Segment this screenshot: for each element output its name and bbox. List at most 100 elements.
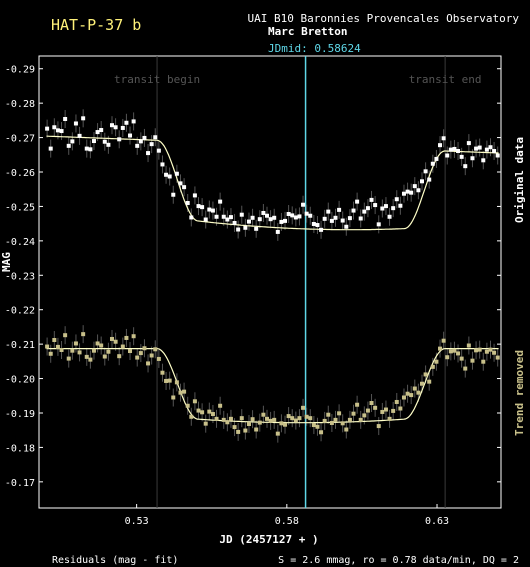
trend-point: [160, 370, 165, 375]
trend-point: [347, 417, 352, 422]
y-tick-label: -0.25: [5, 202, 35, 213]
jdmid-label: JDmid: 0.58624: [268, 42, 361, 55]
original-point: [138, 139, 143, 144]
original-point: [167, 174, 172, 179]
trend-point: [438, 346, 443, 351]
trend-point: [153, 347, 158, 352]
original-point: [283, 218, 288, 223]
original-point: [48, 146, 53, 151]
trend-point: [192, 399, 197, 404]
original-point: [239, 212, 244, 217]
original-point: [171, 192, 176, 197]
trend-point: [365, 408, 370, 413]
trend-point: [164, 378, 169, 383]
original-point: [178, 181, 183, 186]
original-point: [322, 216, 327, 221]
trend-point: [290, 416, 295, 421]
original-point: [70, 139, 75, 144]
original-point: [146, 151, 151, 156]
trend-point: [376, 424, 381, 429]
trend-point: [319, 430, 324, 435]
original-point: [135, 143, 140, 148]
original-point: [492, 149, 497, 154]
original-point: [430, 161, 435, 166]
original-point: [344, 224, 349, 229]
trend-point: [203, 421, 208, 426]
original-point: [405, 189, 410, 194]
trend-point: [128, 349, 133, 354]
trend-point: [304, 414, 309, 419]
trend-point: [99, 343, 104, 348]
trend-point: [77, 350, 82, 355]
trend-point: [329, 420, 334, 425]
original-point: [218, 199, 223, 204]
trend-point: [423, 372, 428, 377]
original-point: [438, 143, 443, 148]
trend-point: [293, 418, 298, 423]
trend-point: [59, 347, 64, 352]
trend-point: [81, 332, 86, 337]
trend-point: [430, 364, 435, 369]
original-point: [59, 129, 64, 134]
original-point: [88, 147, 93, 152]
original-point: [246, 219, 251, 224]
original-point: [264, 213, 269, 218]
original-point: [189, 215, 194, 220]
original-point: [207, 207, 212, 212]
trend-point: [55, 344, 60, 349]
trend-point: [333, 417, 338, 422]
original-point: [95, 130, 100, 135]
original-point: [398, 203, 403, 208]
original-point: [474, 146, 479, 151]
original-point: [495, 153, 500, 158]
trend-point: [495, 355, 500, 360]
trend-point: [283, 422, 288, 427]
trend-point: [466, 343, 471, 348]
original-point: [81, 116, 86, 121]
original-point: [427, 177, 432, 182]
trend-point: [412, 386, 417, 391]
trend-point: [279, 421, 284, 426]
trend-point: [146, 361, 151, 366]
original-point: [419, 179, 424, 184]
original-point: [340, 218, 345, 223]
original-point: [329, 218, 334, 223]
original-point: [77, 133, 82, 138]
trend-point: [131, 334, 136, 339]
trend-point: [117, 354, 122, 359]
original-point: [73, 121, 78, 126]
original-point: [149, 142, 154, 147]
original-point: [279, 219, 284, 224]
trend-point: [135, 355, 140, 360]
original-point: [365, 206, 370, 211]
x-axis: 0.53 0.58 0.63: [125, 504, 449, 527]
original-point: [301, 202, 306, 207]
trend-point: [373, 405, 378, 410]
trend-point: [322, 418, 327, 423]
trend-point: [301, 405, 306, 410]
trend-point: [286, 414, 291, 419]
original-point: [156, 148, 161, 153]
trend-point: [344, 427, 349, 432]
original-point: [228, 215, 233, 220]
trend-point: [405, 391, 410, 396]
original-point: [261, 210, 266, 215]
original-point: [275, 229, 280, 234]
trend-point: [174, 380, 179, 385]
trend-point: [459, 356, 464, 361]
trend-point: [484, 349, 489, 354]
original-point: [373, 203, 378, 208]
original-point: [200, 205, 205, 210]
trend-point: [452, 348, 457, 353]
trend-point: [463, 366, 468, 371]
y-tick-label: -0.26: [5, 168, 35, 179]
trend-point: [189, 414, 194, 419]
original-point: [391, 206, 396, 211]
original-point: [362, 209, 367, 214]
original-point: [412, 184, 417, 189]
original-point: [337, 207, 342, 212]
trend-point: [264, 416, 269, 421]
trend-point: [109, 336, 114, 341]
trend-point: [445, 355, 450, 360]
y-tick-label: -0.23: [5, 271, 35, 282]
